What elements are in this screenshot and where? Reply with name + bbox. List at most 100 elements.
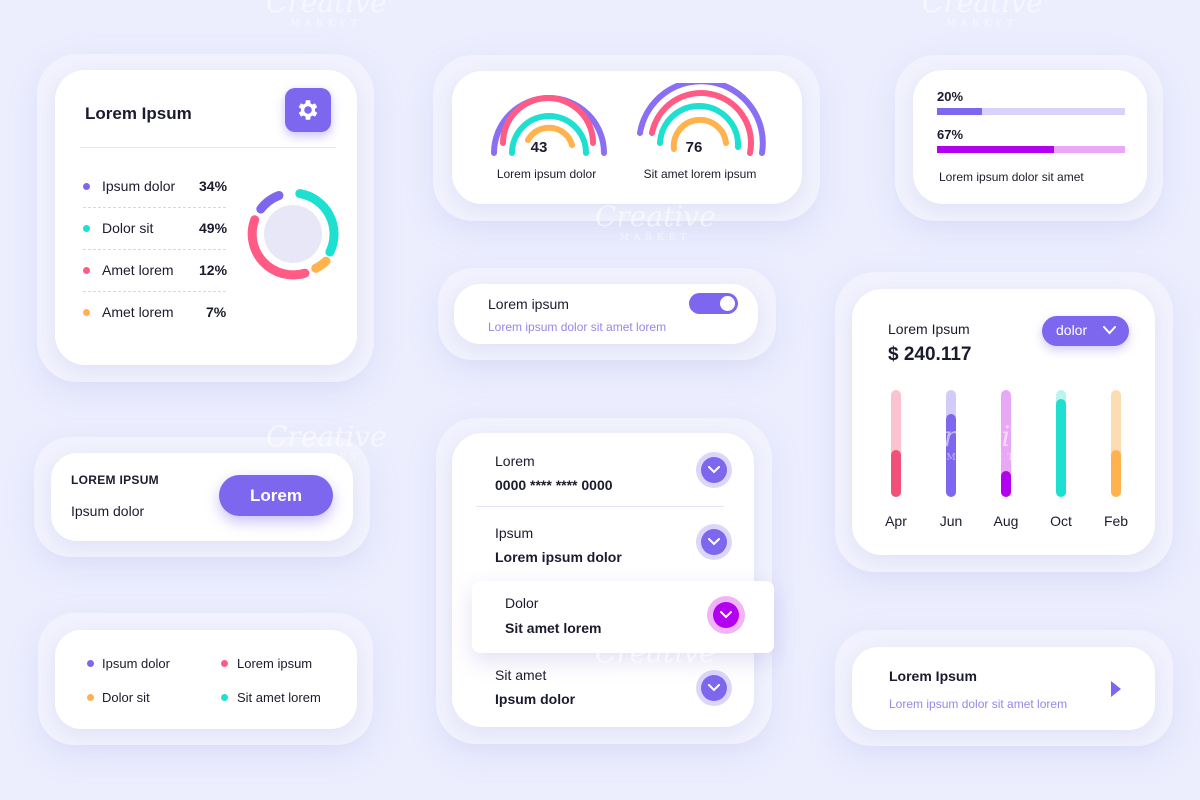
chevron-right-icon[interactable]	[1110, 681, 1122, 697]
toggle-card: Lorem ipsum Lorem ipsum dolor sit amet l…	[454, 284, 758, 344]
expand-button[interactable]	[696, 452, 732, 488]
progress-fill	[937, 146, 1054, 153]
donut-center	[264, 205, 322, 263]
row-divider	[83, 249, 226, 250]
stats-row-value: 34%	[199, 178, 228, 194]
accordion-label: Lorem	[495, 453, 535, 469]
legend-dot	[221, 660, 228, 667]
gauge	[491, 95, 607, 156]
cta-heading: LOREM IPSUM	[71, 473, 159, 487]
chevron-down-icon	[708, 538, 720, 546]
bar-track-feb	[1111, 390, 1121, 497]
toggle-switch[interactable]	[689, 293, 738, 314]
accordion-label: Ipsum	[495, 525, 534, 541]
stats-card: Lorem Ipsum Ipsum dolor 34% Dolor sit 49…	[55, 70, 357, 365]
gauge	[637, 83, 766, 156]
stats-row-value: 12%	[199, 262, 228, 278]
bar-aug	[1001, 471, 1011, 497]
bar-jun	[946, 414, 956, 497]
stats-divider	[80, 147, 336, 148]
link-card[interactable]: Lorem Ipsum Lorem ipsum dolor sit amet l…	[852, 647, 1155, 730]
watermark-brand: Creative	[266, 0, 387, 19]
accordion-divider	[476, 506, 724, 507]
row-divider	[83, 207, 226, 208]
legend-dot	[83, 225, 90, 232]
progress-caption: Lorem ipsum dolor sit amet	[939, 170, 1084, 184]
revenue-title: Lorem Ipsum	[888, 321, 970, 337]
donut-chart	[247, 189, 339, 280]
cta-text: Ipsum dolor	[71, 503, 145, 519]
revenue-card: Lorem Ipsum $ 240.117 dolor Apr Jun Aug Oct…	[852, 289, 1155, 555]
x-tick-label: Oct	[1050, 513, 1072, 529]
toggle-title: Lorem ipsum	[488, 296, 569, 312]
donut-segment-pink	[247, 215, 310, 280]
gear-icon	[298, 100, 318, 120]
stats-row-label: Amet lorem	[102, 262, 174, 278]
stats-row-value: 7%	[206, 304, 227, 320]
accordion-value: Lorem ipsum dolor	[495, 549, 622, 565]
accordion-value: Ipsum dolor	[495, 691, 576, 707]
settings-button[interactable]	[285, 88, 331, 132]
period-dropdown[interactable]: dolor	[1042, 316, 1129, 346]
progress-card: 20% 67% Lorem ipsum dolor sit amet	[913, 70, 1147, 204]
progress-track	[937, 146, 1125, 153]
expand-button[interactable]	[696, 524, 732, 560]
donut-segment-purple	[256, 191, 284, 214]
revenue-amount: $ 240.117	[888, 344, 972, 365]
gauge-value: 43	[530, 139, 548, 156]
progress-label: 67%	[937, 127, 964, 142]
legend-dot	[83, 309, 90, 316]
legend-dot	[221, 694, 228, 701]
link-title: Lorem Ipsum	[889, 668, 977, 684]
accordion-label: Dolor	[505, 595, 539, 611]
gauges-card: 43 Lorem ipsum dolor 76 Sit amet lorem i…	[452, 71, 802, 204]
stats-row-label: Amet lorem	[102, 304, 174, 320]
x-tick-label: Apr	[885, 513, 907, 529]
accordion-card: Lorem 0000 **** **** 0000 Ipsum Lorem ip…	[452, 433, 754, 727]
chevron-down-icon	[720, 611, 732, 619]
bar-track-aug	[1001, 390, 1011, 497]
toggle-subtitle: Lorem ipsum dolor sit amet lorem	[488, 320, 667, 334]
accordion-value: Sit amet lorem	[505, 620, 602, 636]
watermark-sub: MARKET	[946, 19, 1019, 29]
stats-card-title: Lorem Ipsum	[85, 104, 192, 123]
dropdown-value: dolor	[1056, 322, 1088, 338]
x-tick-label: Feb	[1103, 513, 1129, 529]
chevron-down-icon	[708, 466, 720, 474]
link-subtitle: Lorem ipsum dolor sit amet lorem	[889, 697, 1068, 711]
progress-fill	[937, 108, 982, 115]
accordion-label: Sit amet	[495, 667, 547, 683]
cta-card: LOREM IPSUM Ipsum dolor Lorem	[51, 453, 353, 541]
legend-label: Lorem ipsum	[237, 656, 313, 671]
toggle-knob	[720, 296, 735, 311]
legend-dot	[83, 183, 90, 190]
legend-dot	[87, 694, 94, 701]
progress-track	[937, 108, 1125, 115]
gauge-value: 76	[685, 139, 703, 156]
legend-dot	[83, 267, 90, 274]
donut-segment-cyan	[295, 189, 339, 257]
stats-row-value: 49%	[199, 220, 228, 236]
legend-card: Ipsum dolor Lorem ipsum Dolor sit Sit am…	[55, 630, 357, 729]
bar-feb	[1111, 450, 1121, 497]
row-divider	[83, 291, 226, 292]
bar-oct	[1056, 399, 1066, 497]
lorem-button[interactable]: Lorem	[219, 475, 333, 516]
gauge-label: Sit amet lorem ipsum	[643, 167, 757, 181]
watermark-sub: MARKET	[290, 19, 363, 29]
legend-dot	[87, 660, 94, 667]
bar-apr	[891, 450, 901, 497]
expand-button[interactable]	[696, 670, 732, 706]
gauge-label: Lorem ipsum dolor	[496, 167, 597, 181]
donut-segment-orange	[311, 256, 331, 273]
watermark-brand: Creative	[922, 0, 1043, 19]
x-tick-label: Jun	[939, 513, 963, 529]
watermark: Creative MARKET	[922, 0, 1043, 29]
legend-label: Ipsum dolor	[102, 656, 170, 671]
accordion-item-active[interactable]: Dolor Sit amet lorem	[472, 581, 774, 653]
bar-track-jun	[946, 390, 956, 497]
watermark-sub: MARKET	[619, 233, 692, 243]
bar-track-apr	[891, 390, 901, 497]
legend-label: Sit amet lorem	[237, 690, 321, 705]
expand-button-active[interactable]	[707, 596, 745, 634]
